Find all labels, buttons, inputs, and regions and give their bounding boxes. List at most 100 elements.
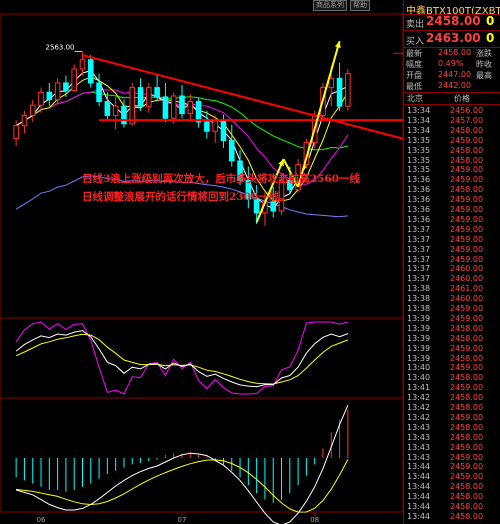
tick-row: 13:37 2460.00	[404, 264, 500, 277]
tick-price: 2458.00	[450, 511, 484, 521]
tick-price: 2458.00	[450, 145, 484, 155]
buy-price: 2463.00	[426, 31, 481, 45]
tick-row: 13:39 2459.00	[404, 314, 500, 327]
tick-header-price: 价格	[454, 94, 470, 103]
quote-label: 涨跌	[476, 49, 492, 58]
candle-body	[204, 121, 210, 132]
quote-label: 最低	[406, 82, 422, 91]
tick-row: 13:36 2459.00	[404, 215, 500, 228]
help-button[interactable]: 帮助	[350, 0, 370, 11]
tick-row: 13:39 2459.00	[404, 344, 500, 357]
tick-time: 13:36	[407, 195, 431, 205]
tick-price: 2460.00	[450, 274, 484, 284]
series-button[interactable]: 商品系列	[313, 0, 347, 11]
tick-row: 13:36 2458.00	[404, 185, 500, 198]
candle-body	[270, 201, 277, 212]
tick-row: 13:39 2458.00	[404, 354, 500, 367]
tick-row: 13:42 2458.00	[404, 393, 500, 406]
candle-body	[245, 179, 252, 200]
quote-value: 0.49%	[438, 59, 464, 68]
tick-row: 13:34 2456.00	[404, 106, 500, 119]
candle-body	[303, 141, 310, 166]
trend-line	[82, 54, 403, 140]
quote-label: 最高	[476, 71, 492, 80]
sell-label: 卖出	[406, 20, 425, 30]
tick-price: 2458.00	[450, 432, 484, 442]
tick-price: 2459.00	[450, 165, 484, 175]
candle-body	[54, 82, 61, 101]
x-tick-label: 07	[178, 516, 187, 524]
quote-label: 昨收	[476, 60, 492, 69]
candle-body	[21, 114, 28, 127]
tick-row: 13:35 2458.00	[404, 146, 500, 159]
tick-row: 13:43 2459.00	[404, 453, 500, 466]
tick-time: 13:38	[407, 304, 431, 313]
kline-chart[interactable]: 06 07 08 2563.00	[0, 0, 403, 524]
quote-row: 开盘 2447.00 最高	[404, 70, 500, 81]
x-tick-label: 06	[37, 516, 46, 524]
tick-row: 13:39 2458.00	[404, 324, 500, 337]
tick-row: 13:34 2458.00	[404, 126, 500, 139]
kdj-d-line	[15, 333, 349, 385]
tick-price: 2459.00	[450, 175, 484, 185]
quote-label: 幅度	[406, 60, 422, 69]
tick-row: 13:44 2458.00	[404, 512, 500, 524]
tick-time: 13:34	[407, 106, 431, 115]
tick-row: 13:37 2459.00	[404, 255, 500, 268]
tick-row: 13:35 2459.00	[404, 165, 500, 178]
tick-time: 13:38	[407, 284, 431, 294]
candle-body	[278, 179, 285, 212]
macd-dif-line	[15, 405, 349, 524]
tick-row: 13:43 2459.00	[404, 443, 500, 456]
candle-body	[121, 105, 127, 125]
divider	[404, 104, 500, 105]
candle-body	[104, 101, 111, 116]
candle-body	[129, 87, 136, 125]
tick-price: 2456.00	[450, 106, 484, 115]
tick-time: 13:38	[407, 294, 431, 304]
quote-row: 最低 2442.00	[404, 81, 500, 92]
tick-row: 13:39 2458.00	[404, 334, 500, 347]
candle-body	[179, 95, 185, 115]
tick-row: 13:38 2460.00	[404, 294, 500, 307]
tick-row: 13:35 2459.00	[404, 136, 500, 149]
buy-quote[interactable]: 买入 2463.00 0	[404, 31, 500, 47]
tick-price: 2459.00	[450, 343, 484, 353]
tick-price: 2459.00	[450, 195, 484, 205]
tick-row: 13:43 2458.00	[404, 423, 500, 436]
tick-price: 2459.00	[450, 412, 484, 422]
wave-segment	[282, 158, 299, 188]
tick-row: 13:43 2458.00	[404, 433, 500, 446]
tick-time: 13:37	[407, 274, 431, 284]
wave-arrowhead	[278, 159, 284, 167]
tick-row: 13:37 2459.00	[404, 235, 500, 248]
high-label: 2563.00	[46, 43, 75, 51]
candle-body	[71, 68, 77, 91]
candle-body	[228, 140, 235, 162]
buy-volume: 0	[486, 31, 495, 45]
tick-price: 2459.00	[450, 234, 484, 244]
quote-title: 中鑫BTX100T(ZXBTX)	[406, 6, 500, 17]
tick-price: 2460.00	[450, 294, 484, 304]
tick-time: 13:42	[407, 393, 431, 403]
tick-row: 13:44 2459.00	[404, 462, 500, 475]
tick-time: 13:37	[407, 224, 431, 234]
candle-body	[253, 198, 260, 214]
tick-time: 13:39	[407, 313, 431, 323]
tick-time: 13:37	[407, 244, 431, 254]
tick-time: 13:36	[407, 214, 431, 224]
candle-body	[287, 179, 293, 191]
quote-value: 2442.00	[438, 81, 472, 90]
tick-price: 2459.00	[450, 244, 484, 254]
tick-time: 13:36	[407, 175, 431, 185]
candle-body	[38, 91, 44, 106]
analysis-note-line2: 日线调整浪展开的话行情将回到2300一线。	[82, 191, 290, 203]
candle-body	[220, 119, 227, 142]
tick-time: 13:37	[407, 254, 431, 264]
tick-price: 2459.00	[450, 224, 484, 234]
chart-area[interactable]: 06 07 08 2563.00 商品系列 帮助 日线3浪上涨级别再次放大，后市多头将…	[0, 0, 403, 524]
candle-body	[13, 125, 19, 140]
sell-quote[interactable]: 卖出 2458.00 0	[404, 14, 500, 30]
quote-row: 幅度 0.49% 昨收	[404, 59, 500, 70]
tick-row: 13:37 2459.00	[404, 225, 500, 238]
